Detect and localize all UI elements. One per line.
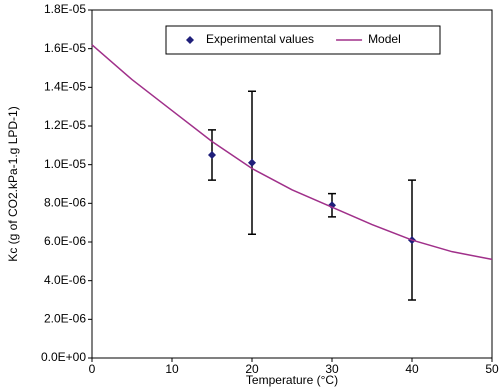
y-tick-label: 6.0E-06 (44, 234, 86, 248)
x-axis-title: Temperature (°C) (246, 373, 338, 387)
y-tick-label: 0.0E+00 (41, 350, 86, 364)
y-tick-label: 1.8E-05 (44, 2, 86, 16)
legend-swatch (186, 36, 194, 44)
model-line (91, 44, 493, 261)
plot-frame (91, 9, 493, 359)
data-point (208, 151, 216, 159)
x-tick-label: 30 (325, 362, 339, 376)
y-tick-label: 1.2E-05 (44, 118, 86, 132)
legend-label: Model (368, 32, 401, 46)
x-tick-label: 0 (89, 362, 96, 376)
x-tick-label: 20 (245, 362, 259, 376)
data-point (248, 158, 256, 167)
legend-label: Experimental values (206, 32, 314, 46)
y-tick-label: 1.4E-05 (44, 80, 86, 94)
x-tick-label: 40 (405, 362, 419, 376)
y-tick-label: 1.0E-05 (44, 157, 86, 171)
y-tick-label: 2.0E-06 (44, 312, 86, 326)
x-tick-label: 50 (485, 362, 499, 376)
x-tick-label: 10 (165, 362, 179, 376)
y-tick-label: 8.0E-06 (44, 196, 86, 210)
y-tick-label: 1.6E-05 (44, 41, 86, 55)
y-tick-label: 4.0E-06 (44, 273, 86, 287)
legend-box (165, 25, 441, 55)
y-axis-title: Kc (g of CO2.kPa-1.g LPD-1) (6, 106, 20, 261)
